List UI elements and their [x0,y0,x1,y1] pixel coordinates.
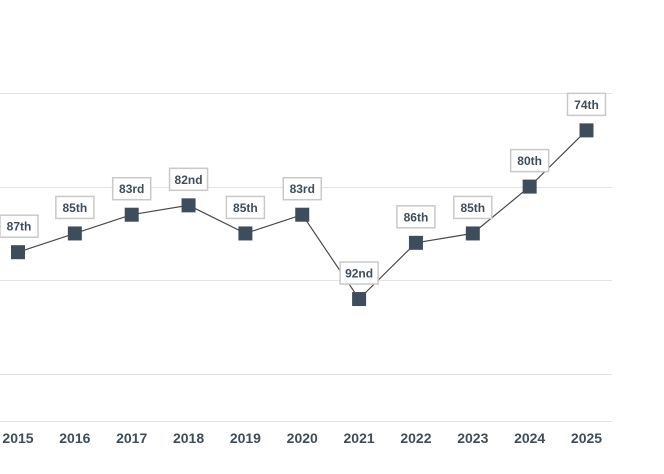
data-label-text: 85th [460,201,485,215]
data-label-text: 85th [63,201,88,215]
x-tick-label: 2023 [457,430,488,446]
data-label-text: 85th [233,201,258,215]
data-label-text: 92nd [345,267,373,281]
data-point [67,226,82,241]
data-label-text: 82nd [175,173,203,187]
data-point [181,198,196,213]
data-label: 74th [566,92,607,117]
data-label-box [55,195,95,220]
data-label-text: 87th [7,220,32,234]
data-label-box [453,195,493,220]
x-tick-label: 2024 [514,430,545,446]
data-label-text: 80th [517,154,542,168]
data-label-text: 86th [404,210,429,224]
data-label: 85th [225,195,266,220]
x-tick-label: 2020 [287,430,318,446]
x-tick-label: 2022 [400,430,431,446]
x-tick-label: 2016 [59,430,90,446]
data-label-box [111,176,152,201]
data-label-box [225,195,266,220]
data-markers [11,123,594,307]
x-tick-label: 2017 [116,430,147,446]
x-tick-label: 2018 [173,430,204,446]
data-label: 82nd [168,167,209,192]
data-label-box [0,214,39,238]
data-labels: 87th 85th 83rd 82nd 85th 83rd 92nd 86th 85th 80th… [0,92,607,285]
data-label-text: 83rd [119,182,144,196]
gridlines [0,93,612,422]
data-point [522,179,537,194]
data-point [408,235,423,250]
data-label: 92nd [339,261,379,285]
data-label: 83rd [282,176,322,201]
x-tick-label: 2025 [571,430,602,446]
x-axis: 2015 2016 2017 2018 2019 2020 2021 2022 2023 2024… [2,430,602,446]
data-label-box [566,92,607,117]
data-point [124,207,139,222]
data-label: 87th [0,214,39,238]
x-tick-label: 2019 [230,430,261,446]
data-point [352,292,367,307]
data-label-box [509,148,550,173]
x-tick-label: 2021 [344,430,375,446]
data-point [11,245,25,260]
data-point [465,226,480,241]
data-point [579,123,594,138]
data-label-text: 83rd [290,182,315,196]
data-label: 85th [55,195,95,220]
data-label-box [339,261,379,285]
data-label-box [396,205,436,229]
data-label: 80th [509,148,550,173]
x-tick-label: 2015 [2,430,33,446]
data-label: 83rd [111,176,152,201]
data-label-box [168,167,209,192]
data-point [295,207,310,222]
data-point [238,226,253,241]
data-label: 86th [396,205,436,229]
data-label-box [282,176,322,201]
data-label: 85th [453,195,493,220]
data-label-text: 74th [574,98,599,112]
